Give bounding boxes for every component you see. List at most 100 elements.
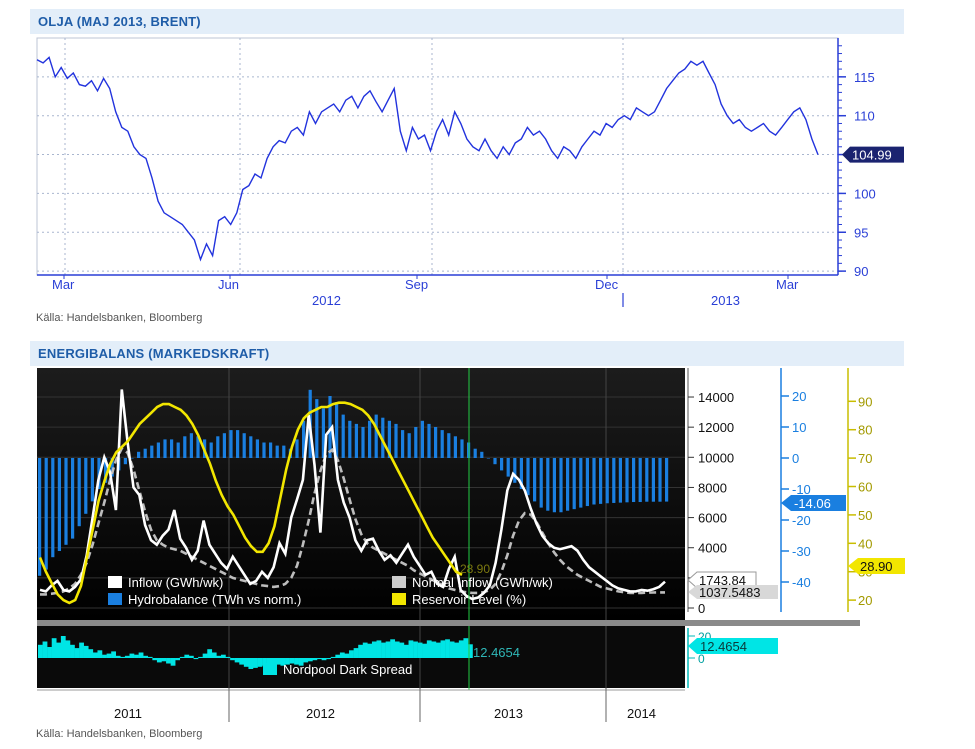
dark-spread-bar bbox=[321, 658, 327, 661]
dark-spread-bar bbox=[317, 658, 322, 660]
dark-spread-bar bbox=[42, 641, 48, 658]
hydrobalance-bar bbox=[90, 458, 94, 502]
oil-x-tick-label: Mar bbox=[776, 277, 799, 292]
dark-spread-bar bbox=[335, 654, 341, 658]
dark-spread-bar bbox=[134, 654, 139, 658]
oil-y-tick-label: 115 bbox=[854, 70, 875, 85]
dark-spread-bar bbox=[399, 642, 405, 658]
hydrobalance-bar bbox=[546, 458, 550, 511]
dark-spread-bar bbox=[294, 658, 299, 665]
hydrobalance-bar bbox=[533, 458, 537, 502]
dark-spread-bar bbox=[248, 658, 254, 669]
dark-spread-bar bbox=[390, 639, 396, 658]
spread-value-tag bbox=[688, 638, 778, 654]
dark-spread-bar bbox=[449, 641, 455, 658]
hydrobalance-bar bbox=[480, 451, 484, 458]
dark-spread-bar bbox=[193, 658, 199, 660]
panel-divider bbox=[37, 620, 860, 626]
dark-spread-bar bbox=[83, 645, 89, 658]
dark-spread-bar bbox=[198, 656, 203, 658]
legend-swatch bbox=[392, 593, 406, 605]
hydrobalance-bar bbox=[585, 458, 589, 507]
hydrobalance-bar bbox=[605, 458, 609, 504]
oil-year-label: 2013 bbox=[711, 293, 740, 308]
oil-last-value-tag bbox=[842, 146, 904, 163]
dark-spread-bar bbox=[152, 658, 158, 661]
oil-x-tick-label: Sep bbox=[405, 277, 428, 292]
hydrobalance-bar bbox=[440, 430, 444, 458]
dark-spread-bar bbox=[175, 658, 181, 661]
dark-spread-bar bbox=[431, 641, 437, 658]
hydrobalance-bar bbox=[262, 442, 266, 458]
dark-spread-bar bbox=[156, 658, 162, 663]
hydrobalance-bar bbox=[38, 458, 42, 576]
hydrobalance-bar bbox=[658, 458, 662, 502]
hydrobalance-bar bbox=[572, 458, 576, 510]
dark-spread-bar bbox=[92, 652, 98, 658]
legend-swatch bbox=[392, 576, 406, 588]
reservoir-tick-label: 70 bbox=[858, 451, 872, 466]
hydrobalance-bar bbox=[493, 458, 497, 465]
dark-spread-bar bbox=[230, 658, 235, 661]
hydrobalance-bar bbox=[612, 458, 616, 503]
hydrobalance-bar bbox=[447, 433, 451, 458]
dark-spread-bar bbox=[38, 644, 43, 658]
dark-spread-bar bbox=[143, 655, 149, 658]
gwh-tick-label: 8000 bbox=[698, 480, 727, 495]
gwh-tick-label: 4000 bbox=[698, 541, 727, 556]
dark-spread-bar bbox=[60, 636, 66, 658]
dark-spread-bar bbox=[97, 650, 103, 658]
reservoir-tick-label: 80 bbox=[858, 423, 872, 438]
dark-spread-bar bbox=[253, 658, 258, 668]
legend-label: Reservoir Level (%) bbox=[412, 592, 526, 607]
hydrobalance-bar bbox=[123, 458, 127, 465]
inflow-value-label: 1743.84 bbox=[699, 573, 746, 588]
hydrobalance-bar bbox=[381, 417, 385, 458]
spread-value-label: 12.4654 bbox=[700, 639, 747, 654]
energy-chart-title: ENERGIBALANS (MARKEDSKRAFT) bbox=[38, 346, 270, 361]
legend-label: Hydrobalance (TWh vs norm.) bbox=[128, 592, 301, 607]
hydrobalance-bar bbox=[638, 458, 642, 503]
gwh-tick-label: 10000 bbox=[698, 450, 734, 465]
oil-year-label: 2012 bbox=[312, 293, 341, 308]
reservoir-tick-label: 20 bbox=[858, 593, 872, 608]
energy-year-label: 2011 bbox=[114, 706, 142, 721]
oil-y-tick-label: 100 bbox=[854, 186, 876, 201]
brent-price-line bbox=[36, 56, 819, 262]
dark-spread-bar bbox=[403, 644, 409, 658]
dark-spread-bar bbox=[367, 643, 373, 658]
hydrobalance-bar bbox=[315, 399, 319, 458]
dark-spread-bar bbox=[262, 658, 267, 666]
hydrobalance-bar bbox=[176, 442, 180, 458]
dark-spread-bar bbox=[339, 652, 345, 658]
dark-spread-bar bbox=[463, 638, 469, 658]
hydrobalance-bar bbox=[341, 414, 345, 458]
oil-last-value-label: 104.99 bbox=[852, 148, 892, 163]
hydrobalance-bar bbox=[282, 445, 286, 458]
dark-spread-bar bbox=[344, 653, 350, 658]
hydrobalance-bar bbox=[473, 448, 477, 458]
dark-spread-bar bbox=[184, 654, 190, 658]
dark-spread-bar bbox=[426, 640, 432, 658]
gwh-tick-label: 6000 bbox=[698, 511, 727, 526]
reservoir-tick-label: 60 bbox=[858, 480, 872, 495]
hydrobalance-bar bbox=[196, 436, 200, 458]
hydrobalance-bar bbox=[222, 433, 226, 458]
gwh-tick-label: 12000 bbox=[698, 420, 734, 435]
hydrobalance-bar bbox=[566, 458, 570, 511]
hydrobalance-bar bbox=[110, 458, 114, 477]
dark-spread-bar bbox=[285, 658, 290, 665]
legend-label: Inflow (GWh/wk) bbox=[128, 575, 223, 590]
hydrobalance-bar bbox=[77, 458, 81, 527]
reservoir-tick-label: 90 bbox=[858, 394, 872, 409]
hydrobalance-bar bbox=[559, 458, 563, 513]
dark-spread-bar bbox=[202, 653, 208, 658]
dark-spread-bar bbox=[211, 652, 217, 658]
hydrobalance-bar bbox=[434, 427, 438, 458]
hydrobalance-bar bbox=[414, 427, 418, 458]
hydrobalance-bar bbox=[51, 458, 55, 558]
hydrobalance-bar bbox=[275, 445, 279, 458]
hydrobalance-bar bbox=[420, 420, 424, 458]
